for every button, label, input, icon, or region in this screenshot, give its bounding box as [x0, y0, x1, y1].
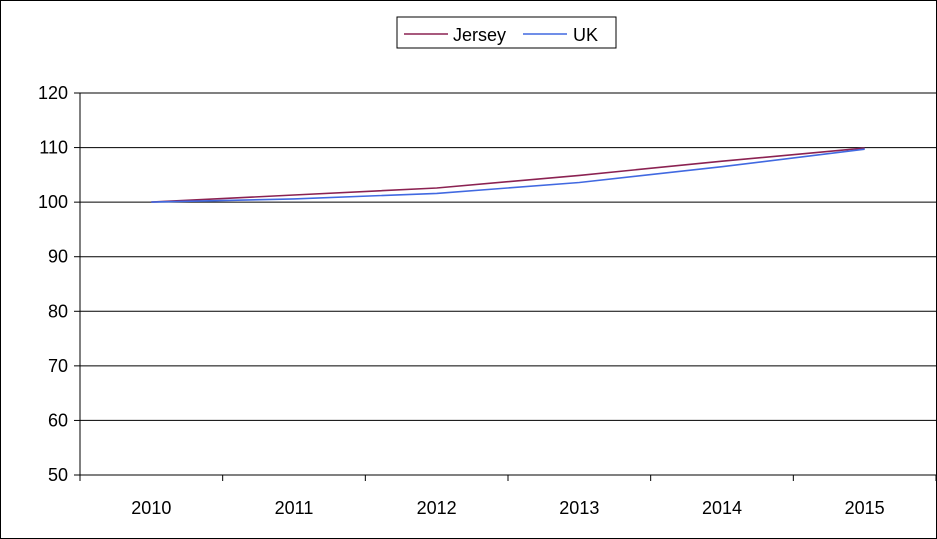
y-tick-label: 50	[48, 465, 68, 485]
y-tick-label: 110	[39, 138, 68, 158]
x-tick-label: 2012	[417, 498, 457, 518]
y-tick-label: 100	[38, 192, 68, 212]
y-tick-label: 80	[48, 301, 68, 321]
series-lines	[151, 147, 865, 203]
y-tick-label: 70	[48, 356, 68, 376]
x-tick-label: 2015	[845, 498, 885, 518]
x-tick-labels: 2010 2011 2012 2013 2014 2015	[131, 498, 884, 518]
y-tick-label: 90	[48, 247, 68, 267]
y-tick-label: 60	[48, 410, 68, 430]
legend-box	[396, 16, 617, 49]
x-tick-label: 2013	[559, 498, 599, 518]
y-tick-label: 120	[38, 83, 68, 103]
series-line-jersey	[151, 147, 865, 203]
x-tick-label: 2010	[131, 498, 171, 518]
x-tick-label: 2011	[275, 498, 314, 518]
y-tick-labels: 50 60 70 80 90 100 110 120	[38, 83, 68, 485]
legend-label-uk: UK	[573, 25, 598, 45]
x-tick-label: 2014	[702, 498, 742, 518]
axes	[74, 92, 936, 481]
legend-label-jersey: Jersey	[453, 25, 506, 45]
series-line-uk	[151, 148, 865, 203]
legend: Jersey UK	[396, 16, 617, 49]
gridlines	[80, 92, 936, 421]
